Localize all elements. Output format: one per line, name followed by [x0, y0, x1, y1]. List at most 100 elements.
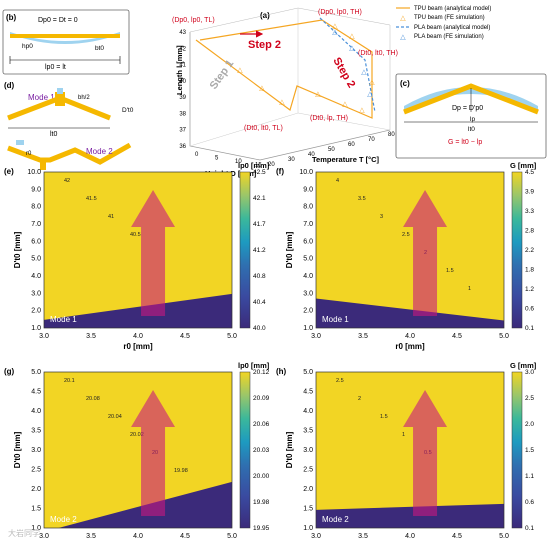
pla-fe-point: △: [367, 91, 373, 98]
tpu-fe-point: △: [342, 101, 348, 108]
a-ytick: 40: [179, 79, 186, 85]
colorbar-tick: 20.12: [253, 369, 270, 376]
colorbar-tick: 19.98: [253, 499, 270, 506]
d-r0: r0: [26, 151, 32, 157]
panel-d: (d) Mode 1 bh/2 D't0 lt0 Mode 2 r0: [4, 81, 134, 170]
colorbar-tick: 2.5: [525, 395, 534, 402]
a-ytick: 42: [179, 46, 186, 52]
trend-arrow: [403, 190, 448, 316]
y-tick: 4.5: [303, 389, 313, 396]
colorbar-tick: 20.00: [253, 473, 270, 480]
y-tick: 4.0: [303, 408, 313, 415]
legend-pla-analytical: PLA beam (analytical model): [414, 25, 490, 31]
panel-c-eq1: Dp = D'p0: [452, 105, 483, 112]
panel-b-bt0: bt0: [95, 45, 104, 52]
panel-a-markers: △△△△△△△△△△△△△: [237, 23, 375, 114]
x-tick: 4.0: [405, 333, 415, 340]
mode-label: Mode 2: [50, 515, 77, 524]
pla-path: [319, 17, 376, 113]
y-tick: 6.0: [31, 238, 41, 245]
y-tick: 8.0: [31, 204, 41, 211]
step1-label: Step 1: [208, 58, 237, 92]
a-ztick: 70: [368, 137, 375, 143]
legend-tpu-analytical: TPU beam (analytical model): [414, 6, 491, 12]
colorbar: [239, 171, 251, 329]
pla-fe-point: △: [332, 29, 338, 36]
tpu-fe-point: △: [359, 107, 365, 114]
a-xtick: 10: [235, 159, 242, 165]
contour-label: 19.98: [174, 468, 188, 474]
mode-label: Mode 1: [50, 315, 77, 324]
panel-label: (g): [4, 367, 15, 376]
y-tick: 3.5: [31, 428, 41, 435]
y-tick: 4.5: [31, 389, 41, 396]
y-tick: 3.5: [303, 428, 313, 435]
a-ztick: 20: [268, 162, 275, 168]
colorbar-tick: 3.9: [525, 189, 534, 196]
y-tick: 1.0: [303, 325, 313, 332]
a-ytick: 39: [179, 95, 186, 101]
y-tick: 10.0: [27, 169, 41, 176]
y-tick: 5.0: [31, 369, 41, 376]
x-tick: 4.5: [452, 533, 462, 540]
y-tick: 3.0: [31, 447, 41, 454]
mode-label: Mode 2: [322, 515, 349, 524]
colorbar-tick: 2.0: [525, 421, 534, 428]
colorbar-tick: 0.1: [525, 325, 534, 332]
y-tick: 6.0: [303, 238, 313, 245]
trend-arrow: [403, 390, 448, 516]
a-xtick: 0: [195, 152, 199, 158]
x-tick: 3.0: [311, 333, 321, 340]
a-ytick: 41: [179, 63, 186, 69]
contour-label: 42: [64, 178, 70, 184]
x-tick: 3.5: [86, 333, 96, 340]
x-tick: 3.0: [311, 533, 321, 540]
y-tick: 1.5: [303, 506, 313, 513]
panel-c-G: G = lt0 − lp: [448, 139, 482, 146]
y-tick: 4.0: [303, 273, 313, 280]
colorbar-tick: 20.09: [253, 395, 270, 402]
x-tick: 5.0: [227, 533, 237, 540]
colorbar-tick: 41.7: [253, 221, 266, 228]
x-tick: 4.0: [405, 533, 415, 540]
pt-bottom: (Dt0, lp, TH): [310, 115, 348, 122]
colorbar-title: lp0 [mm]: [238, 361, 270, 370]
tpu-fe-point: △: [349, 33, 355, 40]
d-dt0: D't0: [122, 107, 134, 114]
y-tick: 3.0: [303, 447, 313, 454]
tpu-fe-point: △: [237, 67, 243, 74]
y-tick: 7.0: [303, 221, 313, 228]
colorbar-tick: 2.8: [525, 228, 534, 235]
y-tick: 2.0: [303, 308, 313, 315]
colorbar-tick: 40.8: [253, 273, 266, 280]
contour-label: 20.1: [64, 378, 75, 384]
colorbar-tick: 0.1: [525, 525, 534, 532]
a-xtick: 5: [215, 156, 219, 162]
y-label: D't0 [mm]: [13, 431, 22, 468]
a-ytick: 43: [179, 30, 186, 36]
panel-label: (f): [276, 167, 284, 176]
y-label: D't0 [mm]: [285, 431, 294, 468]
mode2-label: Mode 2: [86, 147, 113, 156]
legend-tpu-fe: TPU beam (FE simulation): [414, 15, 485, 21]
contour-label: 20.04: [108, 414, 122, 420]
panel-c-lp: lp: [470, 116, 475, 123]
contour-label: 2: [358, 396, 361, 402]
panel-a-x-ticks: 0 5 10 15: [195, 152, 262, 169]
y-tick: 3.0: [31, 290, 41, 297]
x-label: r0 [mm]: [123, 342, 153, 351]
panel-b-label: (b): [6, 13, 17, 22]
x-tick: 3.5: [86, 533, 96, 540]
x-tick: 4.5: [180, 333, 190, 340]
y-tick: 5.0: [31, 256, 41, 263]
d-lt0: lt0: [50, 131, 58, 138]
colorbar-tick: 20.06: [253, 421, 270, 428]
pla-fe-point: △: [349, 45, 355, 52]
y-tick: 5.0: [303, 256, 313, 263]
panel-a-ylabel: Length l [mm]: [175, 45, 184, 95]
contour-label: 1.5: [380, 414, 388, 420]
a-ytick: 37: [179, 128, 186, 134]
y-tick: 1.0: [31, 325, 41, 332]
colorbar-tick: 3.3: [525, 208, 534, 215]
